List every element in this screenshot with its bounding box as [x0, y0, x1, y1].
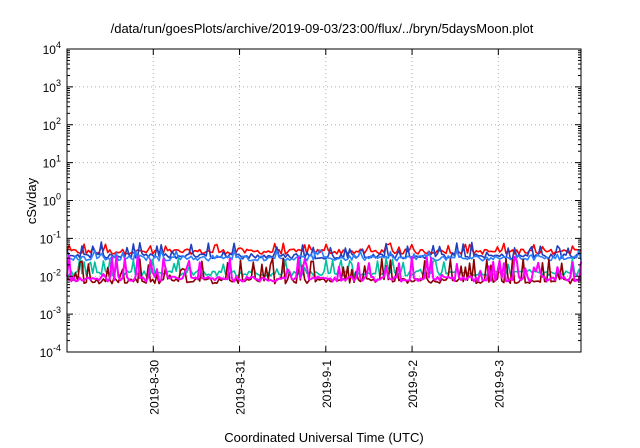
- y-tick-exponent: -4: [53, 343, 61, 353]
- y-tick-base: 10: [40, 346, 54, 360]
- y-tick-base: 10: [43, 81, 57, 95]
- x-tick-label: 2019-9-2: [406, 360, 420, 408]
- x-tick-label: 2019-9-1: [320, 360, 334, 408]
- y-tick-label: 100: [43, 192, 61, 209]
- y-tick-base: 10: [40, 232, 54, 246]
- y-tick-base: 10: [43, 119, 57, 133]
- y-tick-base: 10: [40, 270, 54, 284]
- y-tick-exponent: 2: [56, 116, 61, 126]
- y-tick-label: 10-4: [40, 343, 61, 360]
- y-tick-exponent: 1: [56, 154, 61, 164]
- x-tick-label: 2019-8-30: [147, 360, 161, 415]
- y-tick-exponent: -3: [53, 305, 61, 315]
- x-tick-label: 2019-9-3: [492, 360, 506, 408]
- x-tick-label: 2019-8-31: [234, 360, 248, 415]
- y-tick-label: 102: [43, 116, 61, 133]
- y-tick-label: 103: [43, 78, 61, 95]
- series-line: [66, 254, 582, 283]
- y-tick-base: 10: [43, 195, 57, 209]
- y-tick-label: 10-2: [40, 267, 61, 284]
- y-tick-label: 101: [43, 154, 61, 171]
- y-tick-base: 10: [43, 157, 57, 171]
- y-tick-label: 10-1: [40, 229, 61, 246]
- y-tick-exponent: 0: [56, 192, 61, 202]
- y-tick-base: 10: [43, 43, 57, 57]
- y-tick-label: 104: [43, 40, 61, 57]
- grid: [67, 49, 581, 352]
- y-tick-base: 10: [40, 308, 54, 322]
- series-layer: [66, 241, 582, 285]
- series-line: [66, 242, 582, 255]
- y-tick-exponent: 4: [56, 40, 61, 50]
- y-axis-label: cSv/day: [24, 177, 39, 224]
- y-tick-exponent: -2: [53, 267, 61, 277]
- y-tick-label: 10-3: [40, 305, 61, 322]
- series-line: [66, 241, 582, 260]
- y-tick-exponent: 3: [56, 78, 61, 88]
- series-line: [67, 257, 582, 277]
- x-axis-label: Coordinated Universal Time (UTC): [224, 430, 423, 445]
- chart-title: /data/run/goesPlots/archive/2019-09-03/2…: [111, 21, 534, 36]
- x-ticks: 2019-8-30 2019-8-31 2019-9-1 2019-9-2 2019-9…: [147, 49, 506, 415]
- y-tick-exponent: -1: [53, 229, 61, 239]
